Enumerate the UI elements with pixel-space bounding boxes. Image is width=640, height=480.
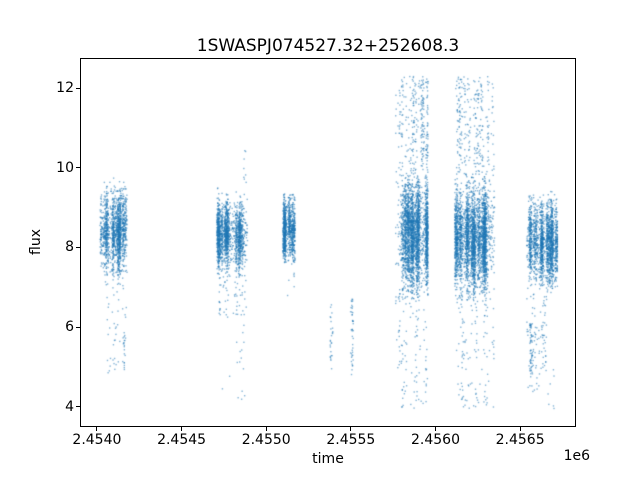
y-tick-mark [76, 167, 80, 169]
x-tick-mark [519, 427, 521, 431]
y-tick-label: 12 [56, 80, 74, 97]
y-tick-label: 8 [65, 239, 74, 256]
x-tick-label: 2.4540 [72, 432, 122, 448]
x-tick-mark [350, 427, 352, 431]
scatter-plot-canvas [80, 58, 576, 427]
y-tick-mark [76, 246, 80, 248]
x-axis-label: time [312, 451, 344, 467]
x-axis-offset-text: 1e6 [563, 448, 590, 464]
x-tick-mark [96, 427, 98, 431]
x-tick-label: 2.4560 [410, 432, 460, 448]
x-tick-mark [265, 427, 267, 431]
x-tick-mark [434, 427, 436, 431]
x-tick-mark [181, 427, 183, 431]
y-tick-label: 4 [65, 398, 74, 415]
plot-title: 1SWASPJ074527.32+252608.3 [196, 36, 460, 56]
y-tick-mark [76, 87, 80, 89]
y-tick-label: 10 [56, 159, 74, 176]
y-tick-mark [76, 326, 80, 328]
y-tick-mark [76, 406, 80, 408]
x-tick-label: 2.4565 [495, 432, 545, 448]
x-tick-label: 2.4555 [326, 432, 376, 448]
y-tick-label: 6 [65, 319, 74, 336]
x-tick-label: 2.4545 [157, 432, 207, 448]
x-tick-label: 2.4550 [241, 432, 291, 448]
